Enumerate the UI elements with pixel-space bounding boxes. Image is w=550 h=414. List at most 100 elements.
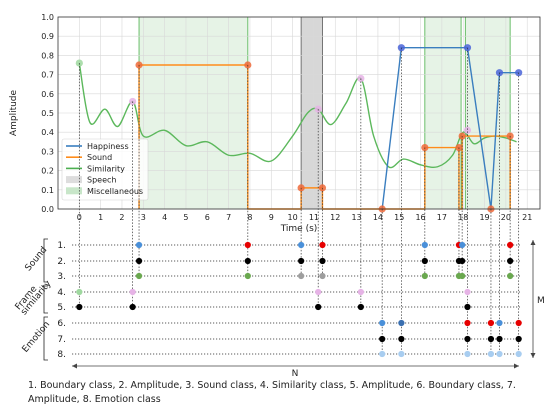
matrix-dot-row6 (464, 319, 471, 327)
legend-label: Similarity (87, 164, 125, 173)
x-tick-label: 1 (98, 213, 103, 222)
legend-swatch-miscellaneous (66, 187, 82, 195)
x-tick-label: 18 (458, 213, 468, 222)
y-tick-label: 0.0 (41, 205, 54, 214)
x-tick-label: 3 (141, 213, 146, 222)
row-label-2: 2. (57, 257, 66, 267)
y-tick-label: 0.6 (41, 90, 54, 99)
dimension-n-arrowhead-left (72, 363, 77, 369)
dimension-m-label: M (537, 296, 545, 306)
row-label-8: 8. (57, 350, 66, 360)
matrix-dot-row2 (298, 257, 305, 265)
x-tick-label: 0 (77, 213, 82, 222)
x-tick-label: 15 (394, 213, 404, 222)
x-tick-label: 20 (501, 213, 511, 222)
marker-point-17 (506, 132, 514, 140)
row-label-1: 1. (57, 241, 66, 251)
matrix-dot-row8 (496, 350, 503, 358)
x-tick-label: 12 (330, 213, 340, 222)
legend: Happiness Sound Similarity Speech Miscellane… (61, 138, 149, 201)
y-tick-label: 0.3 (41, 147, 54, 156)
matrix-dot-row1 (421, 241, 428, 249)
marker-point-12 (458, 132, 466, 140)
matrix-dot-row1 (135, 241, 143, 249)
y-tick-label: 0.9 (41, 32, 54, 41)
legend-box (61, 138, 149, 201)
matrix-dot-row3 (135, 272, 143, 280)
matrix-dot-row3 (421, 272, 428, 280)
matrix-dot-row7 (487, 335, 495, 343)
matrix-dot-row1 (298, 241, 305, 249)
x-tick-label: 9 (269, 213, 274, 222)
group-bracket-2 (43, 316, 48, 361)
y-tick-label: 0.7 (41, 71, 54, 80)
legend-label: Happiness (87, 142, 129, 151)
matrix-dot-row6 (515, 319, 522, 327)
dimension-m-arrowhead-bottom (530, 353, 536, 358)
y-tick-labels: 0.0 0.1 0.2 0.3 0.4 0.5 0.6 0.7 0.8 0.9 1.0 (41, 13, 54, 214)
matrix-dot-row4 (357, 288, 364, 296)
matrix-dot-row1 (244, 241, 251, 249)
matrix-dot-row6 (496, 319, 503, 327)
dimension-m-arrowhead-top (530, 240, 536, 245)
figure-caption: 1. Boundary class, 2. Amplitude, 3. Soun… (28, 380, 516, 405)
matrix-dot-row3 (298, 272, 305, 280)
matrix-dot-row7 (379, 335, 386, 343)
matrix-dot-row7 (464, 335, 471, 343)
group-label-2: Emotion (21, 320, 53, 355)
x-tick-label: 21 (522, 213, 532, 222)
x-tick-label: 10 (288, 213, 298, 222)
legend-label: Speech (87, 176, 116, 185)
matrix-dot-row1 (459, 241, 466, 249)
matrix-dot-row7 (496, 335, 503, 343)
x-tick-label: 4 (162, 213, 167, 222)
amplitude-plot: 0 1 2 3 4 5 6 7 8 9 10 11 12 13 14 15 16 17 18 19 20 21 0.00.… (9, 13, 541, 234)
matrix-dot-row6 (379, 319, 386, 327)
matrix-dot-row5 (464, 303, 471, 311)
matrix-dot-row4 (129, 288, 136, 296)
row-label-7: 7. (57, 335, 66, 345)
matrix-dot-row3 (244, 272, 251, 280)
x-tick-label: 6 (205, 213, 210, 222)
matrix-dot-row5 (129, 303, 136, 311)
matrix-dot-row5 (357, 303, 364, 311)
x-tick-label: 5 (183, 213, 188, 222)
x-tick-label: 19 (479, 213, 489, 222)
x-tick-label: 7 (226, 213, 231, 222)
matrix-dot-row8 (515, 350, 522, 358)
matrix-dot-row3 (459, 272, 466, 280)
matrix-dot-row7 (398, 335, 405, 343)
legend-label: Miscellaneous (87, 187, 143, 196)
matrix-dot-row8 (487, 350, 495, 358)
matrix-dot-row7 (515, 335, 522, 343)
matrix-dot-row4 (76, 288, 83, 296)
row-label-5: 5. (57, 303, 66, 313)
row-label-4: 4. (57, 288, 66, 298)
y-tick-label: 0.2 (41, 167, 54, 176)
plot-frame (57, 16, 541, 210)
legend-swatch-speech (66, 176, 82, 184)
x-tick-label: 11 (309, 213, 319, 222)
matrix-dot-row2 (507, 257, 514, 265)
x-tick-labels: 0 1 2 3 4 5 6 7 8 9 10 11 12 13 14 15 16 17 18 19 20 21 (77, 213, 533, 222)
matrix-dot-row4 (464, 288, 471, 296)
marker-point-14 (463, 126, 472, 134)
x-tick-label: 8 (247, 213, 252, 222)
matrix-dot-row6 (398, 319, 405, 327)
row-label-3: 3. (57, 272, 66, 282)
matrix-dot-row2 (135, 257, 143, 265)
y-tick-label: 0.5 (41, 109, 54, 118)
dimension-n-arrowhead-right (514, 363, 519, 369)
matrix-dot-row2 (459, 257, 466, 265)
x-tick-label: 13 (351, 213, 361, 222)
y-tick-label: 0.8 (41, 51, 54, 60)
x-tick-label: 14 (373, 213, 383, 222)
matrix-dot-row2 (319, 257, 326, 265)
group-label-0: Sound (24, 245, 50, 273)
matrix-dot-row5 (76, 303, 83, 311)
x-tick-label: 16 (415, 213, 425, 222)
x-axis-label: Time (s) (280, 224, 318, 234)
matrix-dot-row3 (319, 272, 326, 280)
matrix-dot-row1 (319, 241, 326, 249)
row-label-6: 6. (57, 319, 66, 329)
